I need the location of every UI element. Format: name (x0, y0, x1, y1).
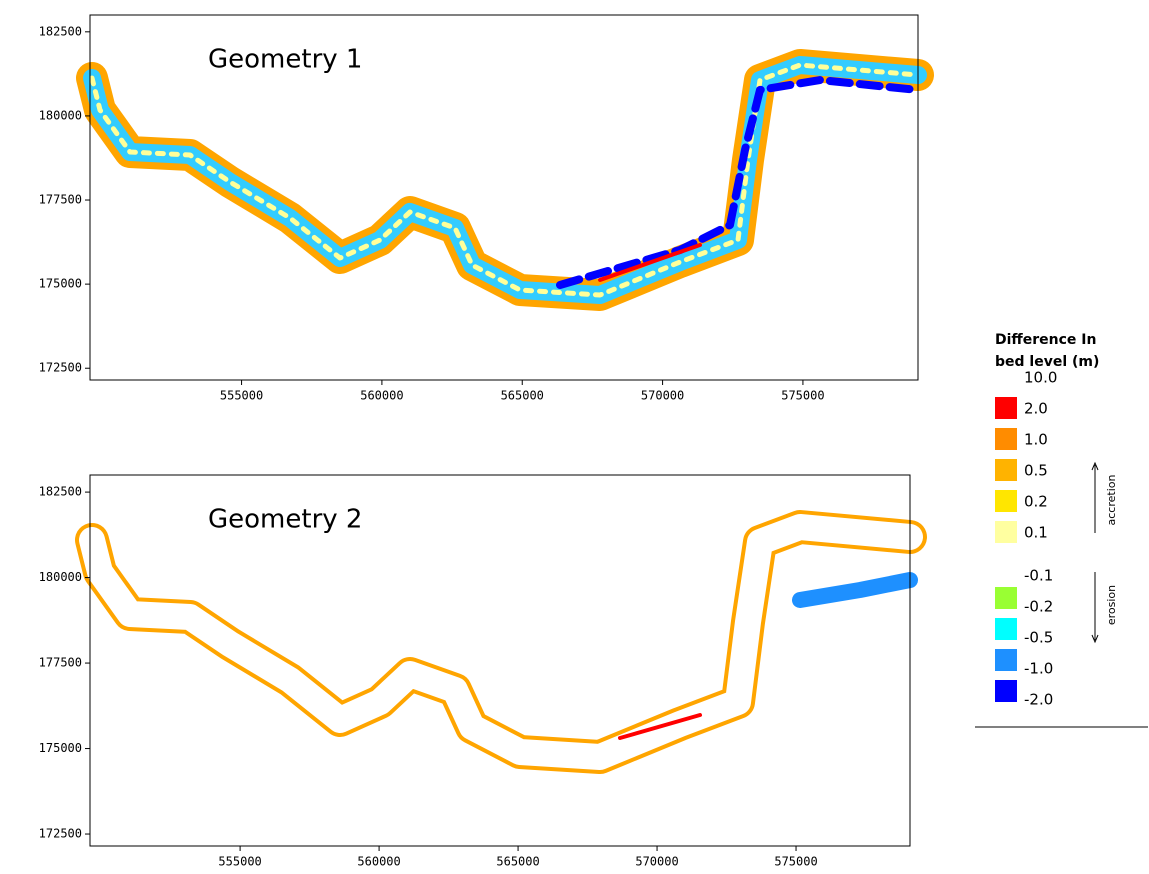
y-tick-label: 180000 (39, 108, 82, 122)
y-tick-label: 175000 (39, 741, 82, 755)
legend-label: -0.1 (1024, 567, 1053, 585)
legend-label: -2.0 (1024, 691, 1053, 709)
x-tick-label: 565000 (496, 855, 539, 869)
legend-swatch (995, 618, 1017, 640)
y-tick-label: 182500 (39, 485, 82, 499)
y-tick-label: 177500 (39, 656, 82, 670)
y-tick-label: 177500 (39, 193, 82, 207)
y-tick-label: 175000 (39, 277, 82, 291)
legend-label: 0.2 (1024, 493, 1048, 511)
river-panel-2 (92, 527, 910, 757)
x-tick-label: 560000 (360, 389, 403, 403)
x-tick-label: 575000 (774, 855, 817, 869)
legend-label: 10.0 (1024, 369, 1057, 387)
figure: 555000 560000 565000 570000 575000 172500 1750… (0, 0, 1149, 874)
x-tick-label: 555000 (220, 389, 263, 403)
page: 555000 560000 565000 570000 575000 172500 1750… (0, 0, 1149, 874)
x-tick-label: 570000 (641, 389, 684, 403)
y-tick-label: 182500 (39, 24, 82, 38)
legend-label: 0.5 (1024, 462, 1048, 480)
legend-swatch (995, 680, 1017, 702)
legend-swatch (995, 397, 1017, 419)
legend-swatch (995, 490, 1017, 512)
legend-label: -0.5 (1024, 629, 1053, 647)
y-tick-label: 180000 (39, 570, 82, 584)
legend-note: erosion (1105, 585, 1118, 625)
legend-swatch (995, 428, 1017, 450)
legend-label: 0.1 (1024, 524, 1048, 542)
legend-note: accretion (1105, 475, 1118, 526)
y-tick-label: 172500 (39, 361, 82, 375)
x-tick-label: 555000 (218, 855, 261, 869)
river-panel-1 (92, 65, 918, 295)
legend-label: 2.0 (1024, 400, 1048, 418)
legend-label: 1.0 (1024, 431, 1048, 449)
x-tick-label: 570000 (635, 855, 678, 869)
legend-swatch (995, 587, 1017, 609)
legend-label: -1.0 (1024, 660, 1053, 678)
y-tick-label: 172500 (39, 827, 82, 841)
x-tick-label: 565000 (501, 389, 544, 403)
legend-swatch (995, 649, 1017, 671)
legend-label: -0.2 (1024, 598, 1053, 616)
legend-swatch (995, 459, 1017, 481)
panel-title: Geometry 1 (208, 45, 362, 75)
legend-swatch (995, 521, 1017, 543)
panel-title: Geometry 2 (208, 505, 362, 535)
x-tick-label: 560000 (357, 855, 400, 869)
x-tick-label: 575000 (781, 389, 824, 403)
legend-title: Difference In (995, 332, 1096, 348)
